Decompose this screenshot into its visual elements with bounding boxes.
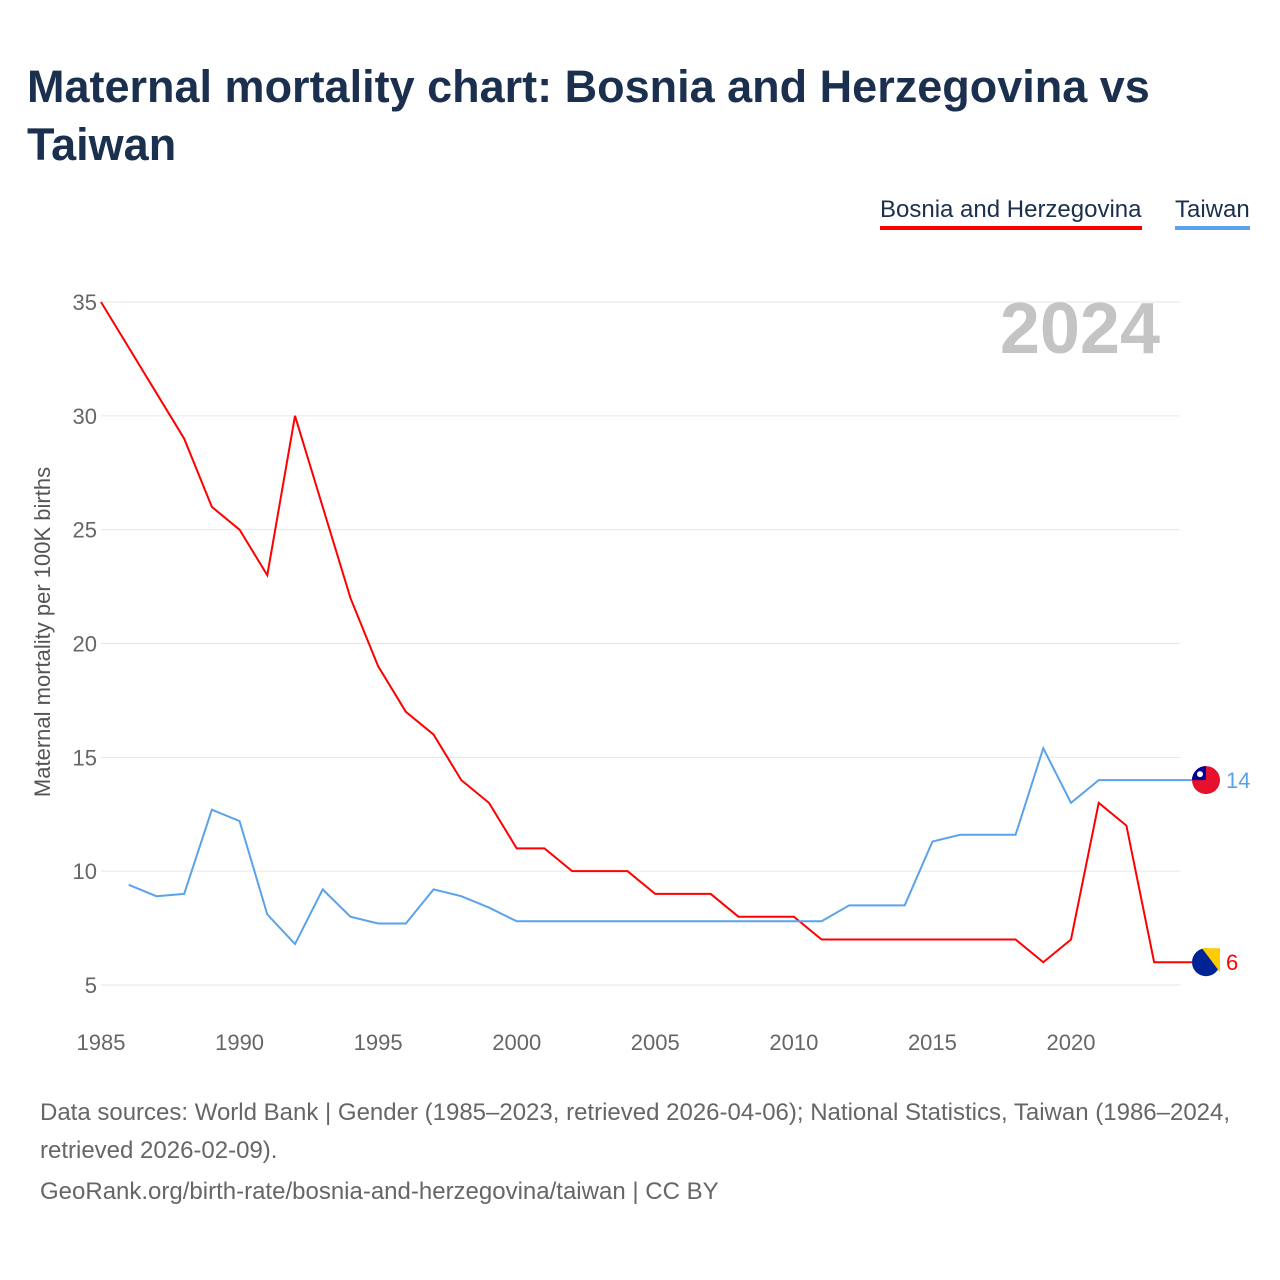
taiwan-flag-sun	[1197, 771, 1203, 778]
y-tick-label: 35	[73, 290, 97, 315]
legend-taiwan[interactable]: Taiwan	[1175, 196, 1250, 230]
end-value-label: 14	[1226, 768, 1250, 793]
x-tick-label: 2005	[631, 1030, 680, 1055]
x-tick-label: 1985	[77, 1030, 126, 1055]
series-line-taiwan	[128, 745, 1192, 946]
x-tick-label: 1990	[215, 1030, 264, 1055]
y-tick-label: 15	[73, 745, 97, 770]
y-tick-label: 25	[73, 518, 97, 543]
bosnia-flag-triangle	[1202, 948, 1220, 973]
x-tick-label: 2010	[769, 1030, 818, 1055]
x-tick-label: 1995	[354, 1030, 403, 1055]
x-tick-label: 2000	[492, 1030, 541, 1055]
legend-bosnia[interactable]: Bosnia and Herzegovina	[880, 196, 1142, 230]
series-line-bosnia	[100, 301, 1192, 964]
data-sources: Data sources: World Bank | Gender (1985–…	[40, 1099, 1231, 1164]
year-label: 2024	[1000, 289, 1160, 369]
y-tick-label: 30	[73, 404, 97, 429]
x-tick-label: 2020	[1047, 1030, 1096, 1055]
x-tick-label: 2015	[908, 1030, 957, 1055]
chart-title: Maternal mortality chart: Bosnia and Her…	[27, 61, 1150, 170]
end-value-label: 6	[1226, 950, 1238, 975]
y-tick-label: 20	[73, 632, 97, 657]
attribution: GeoRank.org/birth-rate/bosnia-and-herzeg…	[40, 1178, 719, 1205]
y-tick-label: 10	[73, 859, 97, 884]
y-axis-label: Maternal mortality per 100K births	[30, 467, 55, 797]
y-tick-label: 5	[85, 973, 97, 998]
